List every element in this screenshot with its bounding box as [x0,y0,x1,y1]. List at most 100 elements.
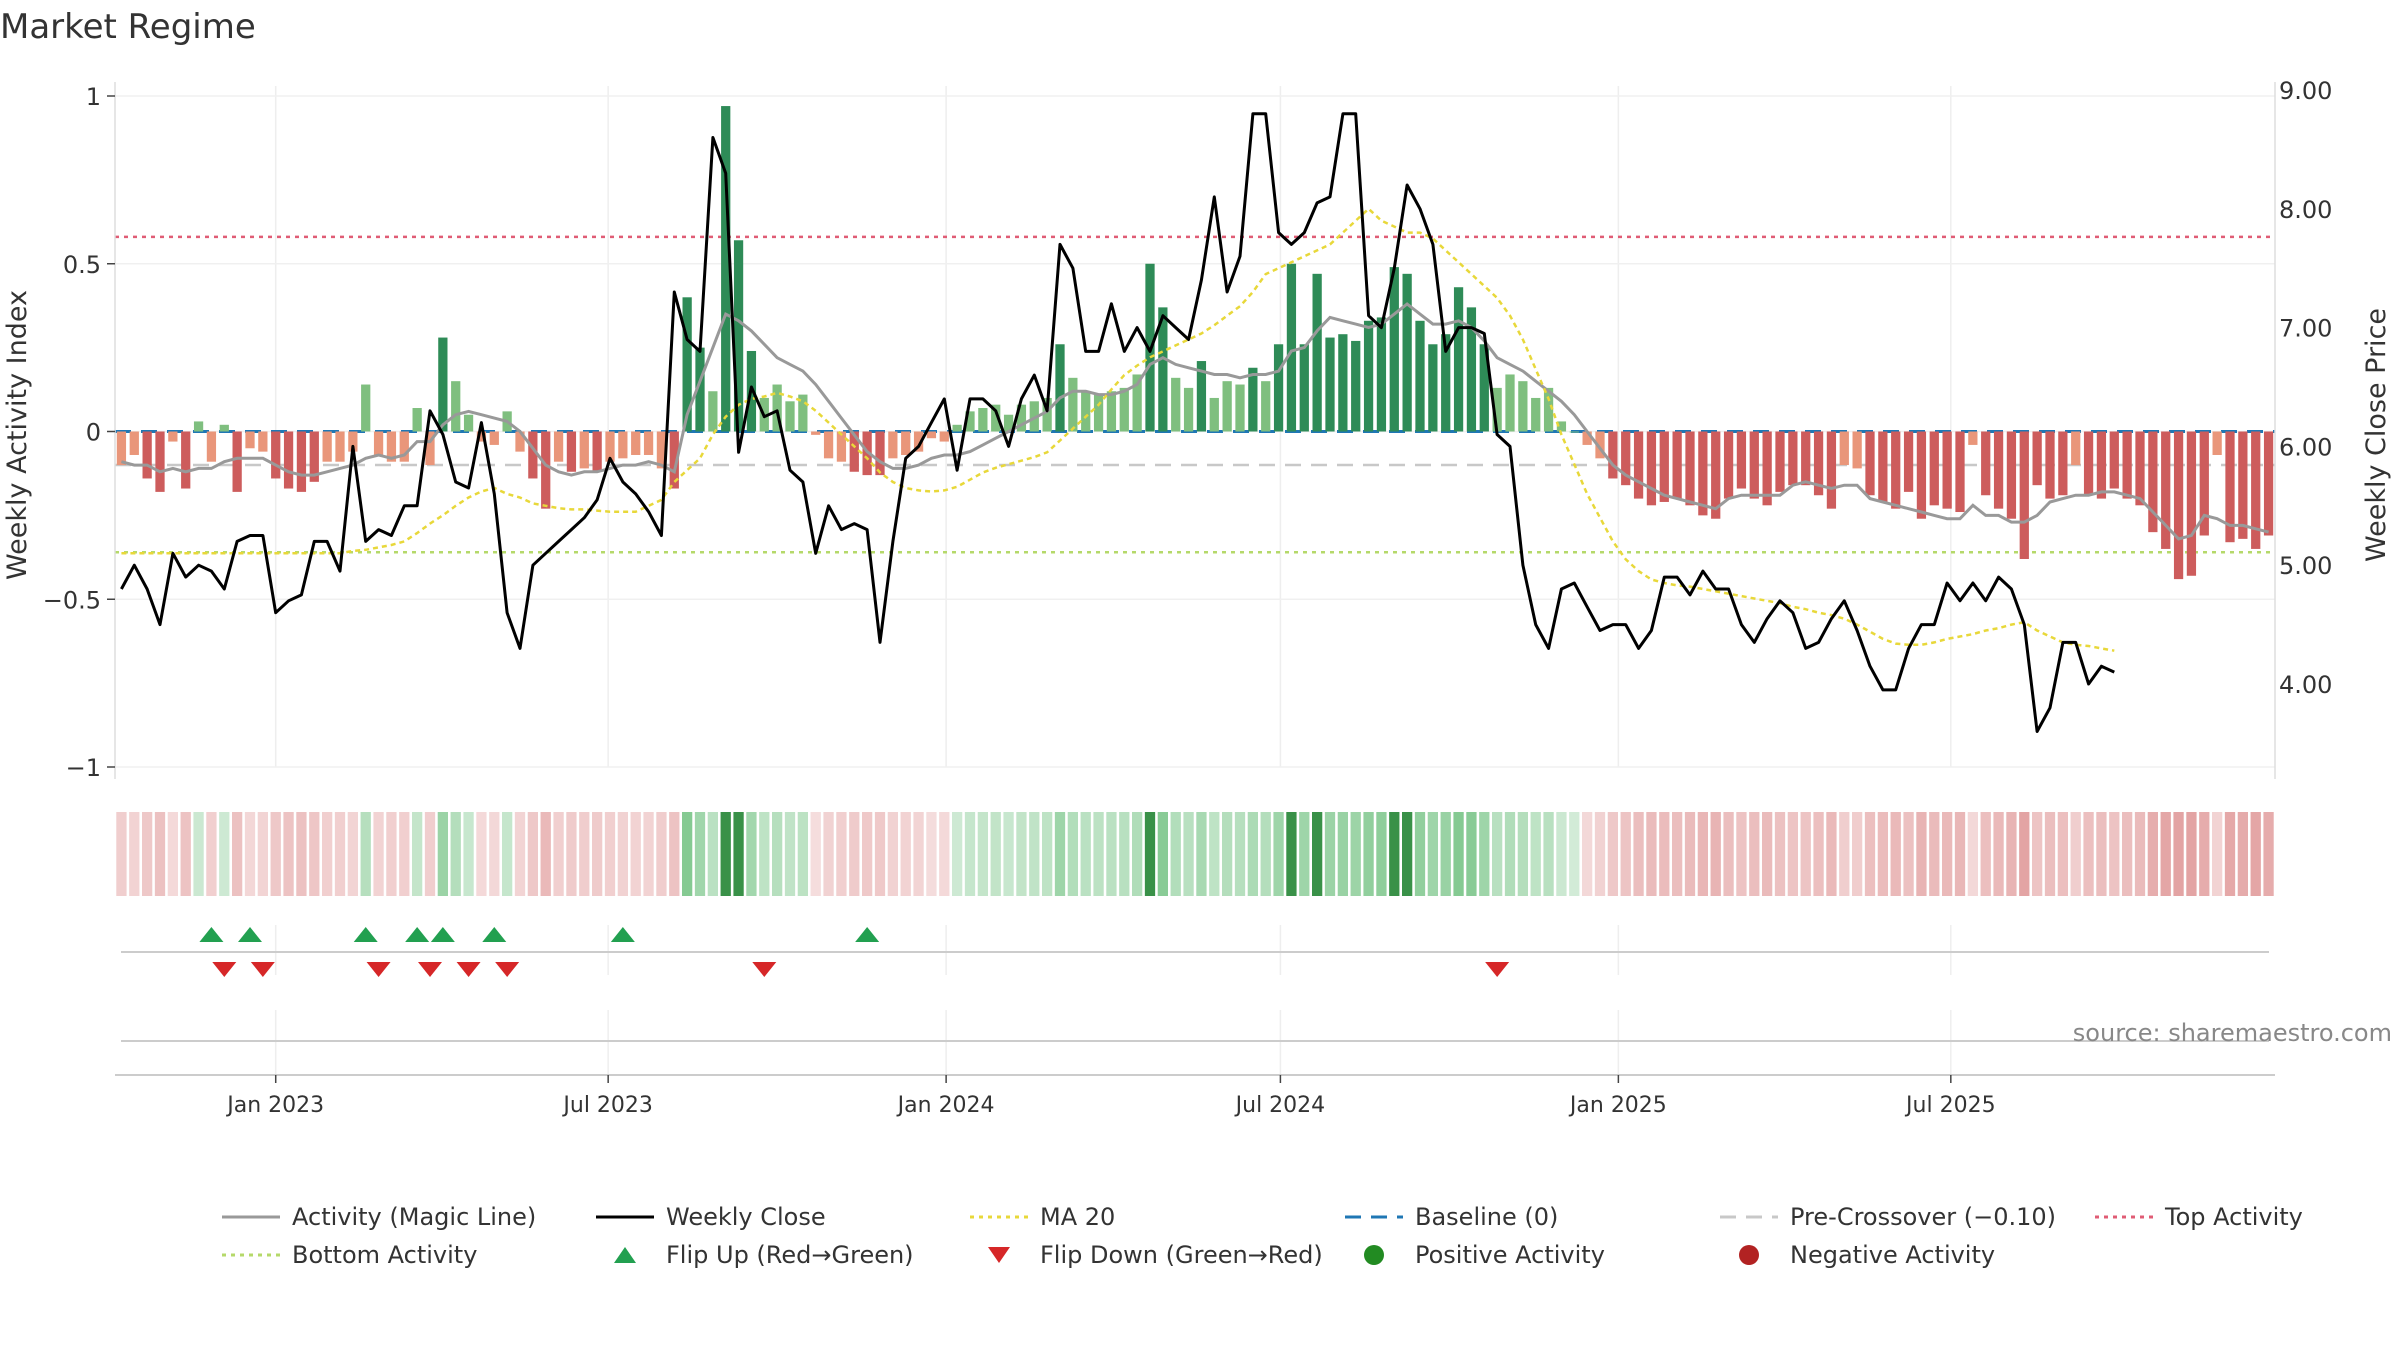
ma20-line [121,207,2115,652]
regime-strip-cell [810,812,821,896]
reference-lines [115,235,2275,554]
regime-strip-cell [1710,812,1721,896]
regime-strip-cell [1839,812,1850,896]
regime-strip-cell [913,812,924,896]
activity-bar [1582,431,1592,445]
activity-bar [785,401,795,432]
flip-down-marker [752,962,777,977]
activity-bar [1788,431,1798,486]
activity-bar [476,431,487,442]
activity-bar [1261,381,1271,432]
activity-bar [1466,307,1477,432]
regime-strip-cell [939,812,950,896]
y-tick-label-left: 0 [86,419,101,447]
activity-bar [335,431,345,462]
activity-bar [1428,344,1438,432]
regime-strip-cell [129,812,140,896]
regime-strip-cell [2019,812,2030,896]
regime-strip-cell [1363,812,1374,896]
regime-strip-cell [733,812,744,896]
regime-strip-cell [1234,812,1246,896]
activity-bar [283,431,294,489]
activity-bar [1865,431,1875,496]
regime-strip-cell [1067,812,1078,896]
legend-item: MA 20 [970,1203,1115,1231]
regime-strip-cell [1877,812,1888,896]
activity-bar [926,431,937,439]
regime-strip-cell [232,812,243,896]
activity-bar [2263,431,2274,536]
activity-bar [1801,431,1811,486]
regime-strip-cell [1813,812,1824,896]
regime-strip-cell [887,812,898,896]
regime-strip-cell [167,812,178,896]
regime-strip-cell [2147,812,2158,896]
activity-bar [2083,431,2094,496]
flip-up-marker [610,927,635,942]
flip-markers [121,927,2269,1042]
activity-bar [528,431,538,479]
legend-label: Flip Up (Red→Green) [666,1241,914,1269]
regime-strip-cell [617,812,628,896]
regime-strip-cell [1440,812,1451,896]
activity-bar [116,431,127,466]
activity-bar [1248,367,1258,432]
regime-strip-cell [142,812,153,896]
activity-bar [1698,431,1708,516]
activity-bar [2006,431,2017,519]
regime-strip-cell [1684,812,1696,896]
activity-bar [566,431,577,472]
activity-bar [2238,431,2248,539]
activity-bar [1415,320,1425,432]
activity-bar [1685,431,1695,506]
regime-strip-cell [553,812,564,896]
x-tick-label: Jan 2024 [896,1093,995,1118]
activity-bar [412,408,422,432]
flip-up-marker [855,927,880,942]
regime-strip-cell [1312,812,1323,896]
activity-bar [386,431,397,462]
activity-bar [901,431,911,455]
activity-bar [643,431,654,455]
legend-item: Baseline (0) [1345,1203,1558,1231]
regime-strip-cell [1633,812,1644,896]
activity-bar [1942,431,1952,509]
activity-bar [1749,431,1759,499]
legend-item: Top Activity [2095,1203,2303,1231]
activity-bar [579,431,589,469]
activity-bar [592,431,602,472]
x-tick-label: Jul 2023 [561,1093,653,1118]
regime-strip-cell [1183,812,1194,896]
activity-bar [181,431,191,489]
regime-strip-cell [1723,812,1734,896]
regime-strip-cell [694,812,706,896]
activity-bar [2212,431,2222,455]
activity-bar [1762,431,1772,506]
regime-strip-cell [1916,812,1927,896]
x-tick-label: Jan 2025 [1568,1093,1667,1118]
regime-strip-cell [1016,812,1027,896]
regime-strip-cell [720,812,731,896]
regime-strip-cell [1209,812,1220,896]
y-tick-label-right: 9.00 [2279,77,2332,105]
regime-strip-cell [1299,812,1310,896]
activity-bar [1981,431,1991,496]
activity-bar [271,431,281,479]
regime-strip-cell [1492,812,1503,896]
regime-strip-cell [1582,812,1593,896]
activity-bar [1222,381,1232,432]
activity-bar [1543,387,1554,432]
gridlines [115,86,2275,1075]
weekly-close-line [120,112,2115,733]
activity-bar [206,431,217,462]
activity-bar [1826,431,1837,509]
regime-strip-cell [463,812,474,896]
flip-down-marker [1485,962,1510,977]
activity-bar [1775,431,1785,492]
activity-bar [1531,397,1541,432]
y-tick-label-left: 1 [86,83,101,111]
activity-bar [823,431,834,459]
x-tick-label: Jul 2025 [1904,1093,1996,1118]
activity-bar [245,431,255,449]
activity-bar [1453,287,1464,432]
